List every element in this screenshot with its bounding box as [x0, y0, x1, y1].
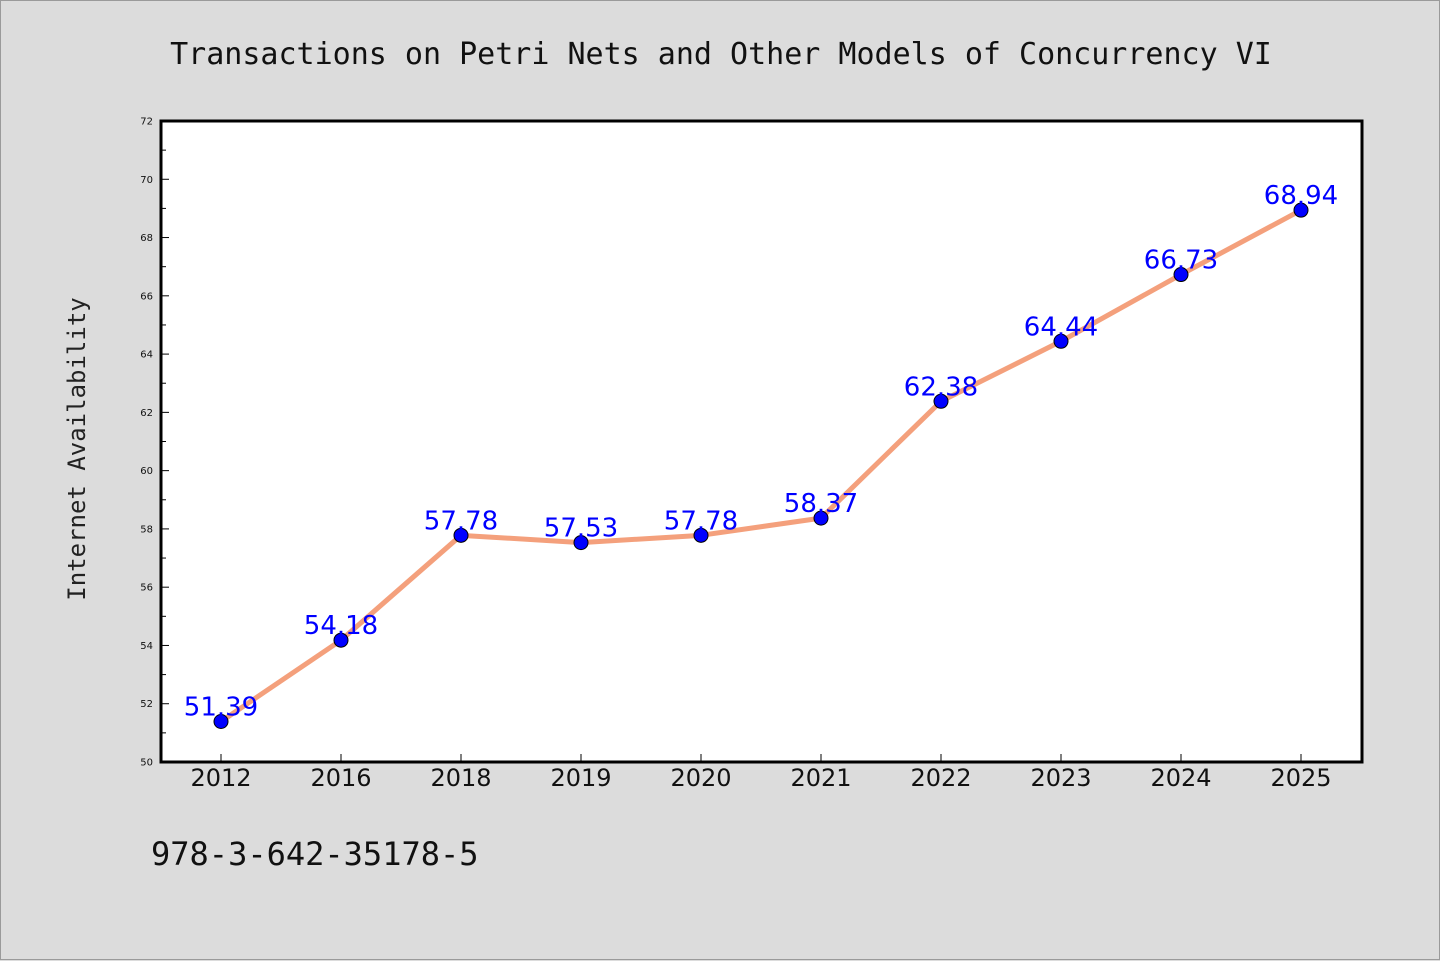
x-tick-label: 2025	[1270, 764, 1331, 792]
data-label: 57.78	[664, 506, 738, 536]
y-axis-label: Internet Availability	[63, 297, 91, 600]
y-tick-label: 72	[140, 117, 153, 128]
x-tick-label: 2021	[790, 764, 851, 792]
data-point-marker	[333, 632, 349, 648]
plot-area	[159, 119, 1364, 764]
data-point-marker	[1173, 267, 1189, 283]
data-point-marker	[693, 527, 709, 543]
data-label: 68.94	[1264, 181, 1338, 211]
data-point-marker	[213, 714, 229, 730]
series-layer: 51.39 54.18 57.78 57.53 57.78 58.37 62.38 64.44…	[184, 181, 1338, 730]
x-tick-label: 2020	[670, 764, 731, 792]
data-label: 64.44	[1024, 312, 1098, 342]
data-label: 57.78	[424, 506, 498, 536]
x-axis: 2012 2016 2018 2019 2020 2021 2022 2023 2024 2025	[190, 754, 1332, 792]
y-tick-label: 58	[140, 524, 153, 535]
y-tick-label: 60	[140, 466, 153, 477]
data-label: 57.53	[544, 514, 618, 544]
y-axis: 50 52 54 56 58 60 62 64 66 68 70 72	[140, 117, 169, 769]
data-point-marker	[813, 510, 829, 526]
data-label: 51.39	[184, 693, 258, 723]
x-tick-label: 2019	[550, 764, 611, 792]
x-tick-label: 2024	[1150, 764, 1211, 792]
y-tick-label: 64	[140, 350, 153, 361]
x-tick-label: 2012	[190, 764, 251, 792]
y-tick-label: 66	[140, 291, 153, 302]
y-tick-label: 52	[140, 699, 153, 710]
data-point-marker	[453, 527, 469, 543]
chart-title: Transactions on Petri Nets and Other Mod…	[170, 37, 1272, 72]
data-point-marker	[933, 393, 949, 409]
series-line	[218, 207, 1304, 725]
data-label: 62.38	[904, 372, 978, 402]
x-tick-label: 2023	[1030, 764, 1091, 792]
data-label: 66.73	[1144, 246, 1218, 276]
data-label: 54.18	[304, 611, 378, 641]
x-tick-label: 2022	[910, 764, 971, 792]
y-tick-label: 54	[140, 641, 153, 652]
x-tick-label: 2016	[310, 764, 371, 792]
data-point-marker	[573, 535, 589, 551]
data-point-marker	[1053, 333, 1069, 349]
y-tick-label: 62	[140, 408, 153, 419]
y-tick-label: 56	[140, 583, 153, 594]
y-tick-label: 50	[140, 758, 153, 769]
isbn-label: 978-3-642-35178-5	[151, 835, 479, 873]
data-label: 58.37	[784, 489, 858, 519]
y-tick-label: 70	[140, 175, 153, 186]
x-tick-label: 2018	[430, 764, 491, 792]
y-tick-label: 68	[140, 233, 153, 244]
data-point-marker	[1293, 202, 1309, 218]
